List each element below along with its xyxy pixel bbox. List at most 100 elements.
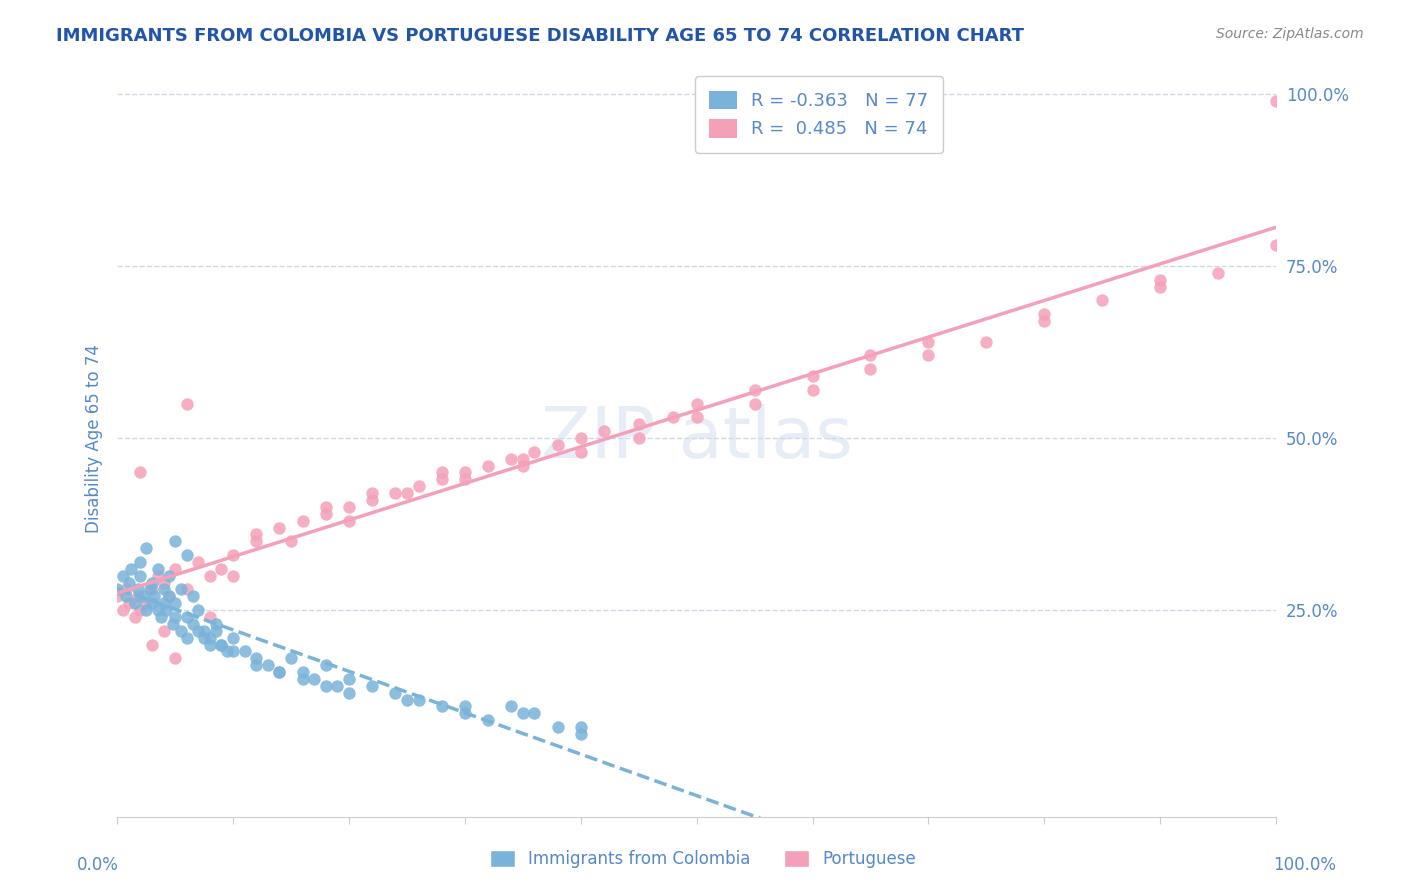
- Point: [361, 486, 384, 500]
- Point: [801, 383, 824, 397]
- Point: [198, 638, 221, 652]
- Point: [115, 582, 138, 597]
- Point: [146, 603, 169, 617]
- Point: [222, 548, 245, 562]
- Point: [187, 603, 209, 617]
- Point: [1149, 279, 1171, 293]
- Point: [211, 638, 233, 652]
- Point: [547, 720, 569, 734]
- Point: [170, 582, 193, 597]
- Point: [291, 514, 314, 528]
- Point: [118, 575, 141, 590]
- Point: [120, 562, 142, 576]
- Point: [181, 590, 204, 604]
- Point: [111, 603, 134, 617]
- Point: [501, 699, 523, 714]
- Point: [662, 410, 685, 425]
- Point: [129, 555, 152, 569]
- Y-axis label: Disability Age 65 to 74: Disability Age 65 to 74: [86, 343, 103, 533]
- Point: [141, 596, 163, 610]
- Point: [627, 431, 650, 445]
- Point: [1149, 273, 1171, 287]
- Point: [152, 596, 174, 610]
- Point: [337, 500, 360, 514]
- Point: [361, 679, 384, 693]
- Point: [430, 472, 453, 486]
- Point: [269, 520, 291, 534]
- Point: [165, 610, 187, 624]
- Point: [512, 706, 534, 721]
- Point: [129, 568, 152, 582]
- Point: [269, 665, 291, 679]
- Point: [105, 582, 128, 597]
- Point: [127, 582, 149, 597]
- Point: [430, 699, 453, 714]
- Point: [593, 424, 616, 438]
- Point: [917, 349, 939, 363]
- Point: [569, 445, 592, 459]
- Point: [291, 665, 314, 679]
- Point: [162, 616, 184, 631]
- Point: [211, 562, 233, 576]
- Point: [115, 590, 138, 604]
- Legend: R = -0.363   N = 77, R =  0.485   N = 74: R = -0.363 N = 77, R = 0.485 N = 74: [695, 76, 942, 153]
- Point: [976, 334, 998, 349]
- Point: [124, 596, 146, 610]
- Point: [176, 548, 198, 562]
- Point: [165, 562, 187, 576]
- Point: [118, 596, 141, 610]
- Point: [744, 397, 766, 411]
- Text: Source: ZipAtlas.com: Source: ZipAtlas.com: [1216, 27, 1364, 41]
- Point: [569, 727, 592, 741]
- Point: [291, 672, 314, 686]
- Point: [193, 624, 215, 638]
- Point: [523, 706, 546, 721]
- Text: ZIP atlas: ZIP atlas: [541, 403, 852, 473]
- Point: [245, 534, 267, 549]
- Point: [337, 672, 360, 686]
- Point: [454, 706, 477, 721]
- Point: [395, 486, 418, 500]
- Point: [141, 638, 163, 652]
- Point: [165, 651, 187, 665]
- Point: [165, 534, 187, 549]
- Text: 0.0%: 0.0%: [77, 856, 120, 874]
- Text: 100.0%: 100.0%: [1272, 856, 1336, 874]
- Point: [454, 699, 477, 714]
- Point: [408, 479, 430, 493]
- Point: [170, 624, 193, 638]
- Point: [384, 686, 406, 700]
- Point: [477, 458, 499, 473]
- Point: [198, 610, 221, 624]
- Point: [211, 638, 233, 652]
- Point: [917, 334, 939, 349]
- Point: [193, 631, 215, 645]
- Point: [198, 631, 221, 645]
- Point: [1033, 314, 1056, 328]
- Point: [146, 568, 169, 582]
- Point: [257, 658, 280, 673]
- Point: [204, 624, 226, 638]
- Point: [176, 397, 198, 411]
- Point: [569, 431, 592, 445]
- Point: [859, 362, 882, 376]
- Point: [512, 458, 534, 473]
- Point: [150, 610, 173, 624]
- Point: [744, 383, 766, 397]
- Point: [141, 582, 163, 597]
- Point: [152, 575, 174, 590]
- Point: [280, 534, 302, 549]
- Point: [302, 672, 325, 686]
- Point: [337, 514, 360, 528]
- Point: [685, 397, 707, 411]
- Point: [569, 720, 592, 734]
- Point: [127, 590, 149, 604]
- Point: [217, 644, 239, 658]
- Point: [801, 369, 824, 384]
- Point: [111, 568, 134, 582]
- Point: [204, 616, 226, 631]
- Point: [135, 603, 157, 617]
- Point: [1033, 307, 1056, 321]
- Point: [477, 713, 499, 727]
- Point: [361, 493, 384, 508]
